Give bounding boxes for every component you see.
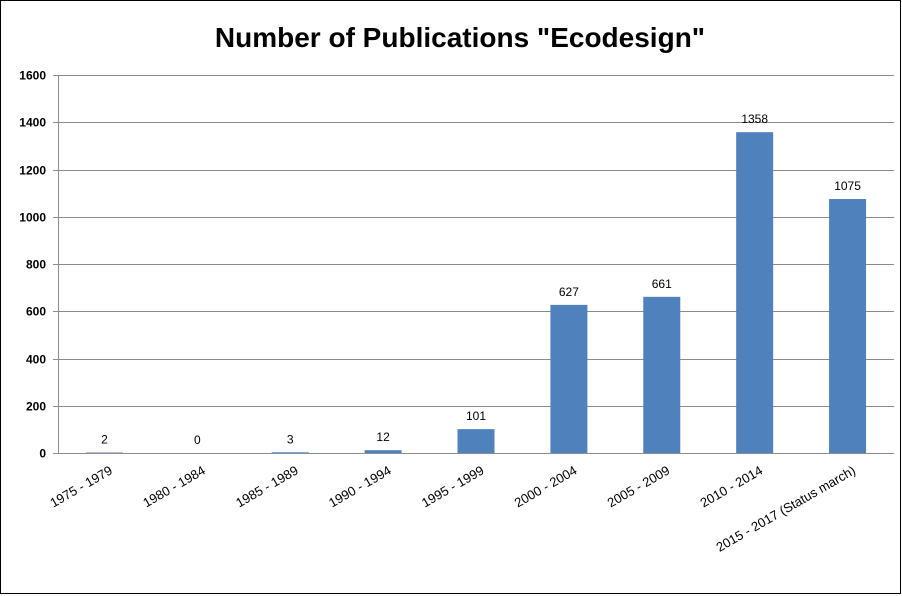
y-tick-label: 1400 [19,116,46,130]
x-axis-categories: 1975 - 1979 1980 - 1984 1985 - 1989 1990 - … [47,463,858,555]
x-category-label: 1985 - 1989 [233,463,301,511]
data-label: 661 [652,277,672,291]
data-label: 12 [376,430,390,444]
bar [458,429,495,453]
bar [365,450,402,453]
y-tick-label: 400 [26,353,46,367]
y-tick-label: 200 [26,400,46,414]
bar [272,452,309,453]
x-category-label: 1990 - 1994 [326,463,394,511]
y-tick-label: 0 [39,447,46,461]
y-axis-ticks: 0 200 400 600 800 1000 1200 1400 1600 [19,69,58,461]
x-category-label: 1980 - 1984 [140,463,208,511]
bar [550,305,587,453]
data-label: 101 [466,409,486,423]
y-tick-label: 600 [26,305,46,319]
y-tick-label: 800 [26,258,46,272]
chart-title: Number of Publications "Ecodesign" [215,22,705,53]
data-label: 3 [287,432,294,446]
data-label: 1358 [741,112,768,126]
x-category-label: 2005 - 2009 [605,463,673,511]
bar [736,132,773,453]
y-tick-label: 1200 [19,164,46,178]
data-label: 1075 [834,179,861,193]
data-label: 0 [194,433,201,447]
x-category-label: 2000 - 2004 [512,463,580,511]
bar [643,297,680,453]
data-label: 627 [559,285,579,299]
x-category-label: 2010 - 2014 [698,463,766,511]
x-category-label: 1975 - 1979 [47,463,115,511]
y-tick-label: 1000 [19,211,46,225]
x-category-label: 1995 - 1999 [419,463,487,511]
bar [829,199,866,453]
y-tick-label: 1600 [19,69,46,83]
data-label: 2 [101,433,108,447]
bars [86,132,866,453]
